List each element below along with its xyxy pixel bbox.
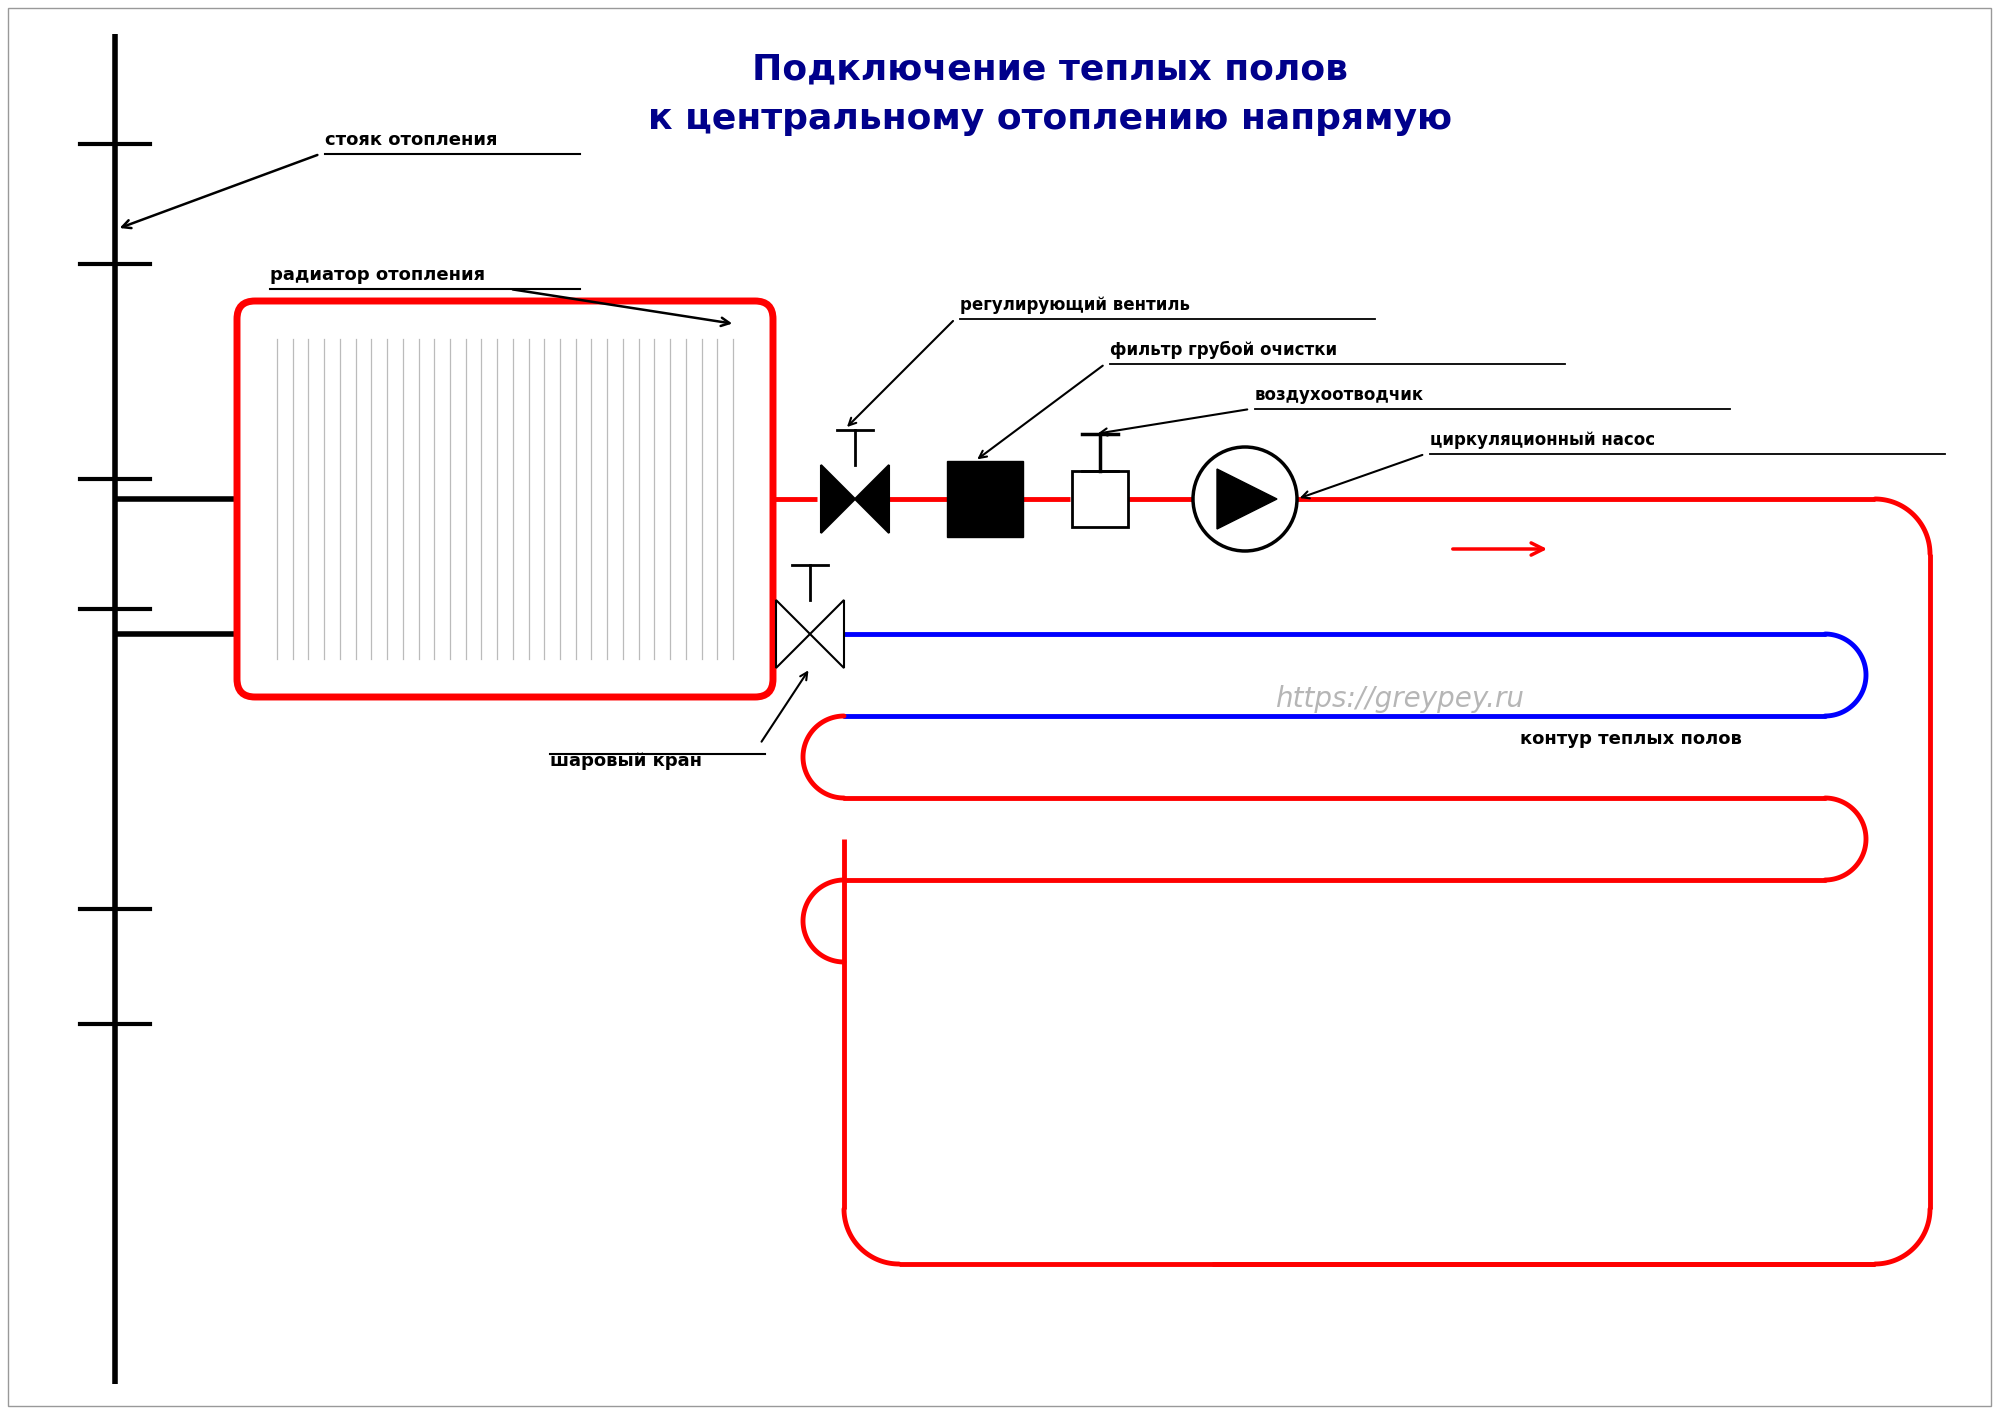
- Text: стояк отопления: стояк отопления: [326, 132, 498, 148]
- Text: воздухоотводчик: воздухоотводчик: [1255, 386, 1423, 404]
- Text: радиатор отопления: радиатор отопления: [270, 266, 486, 284]
- Text: шаровый кран: шаровый кран: [549, 752, 701, 771]
- Polygon shape: [855, 465, 889, 533]
- Circle shape: [1193, 447, 1297, 551]
- Polygon shape: [809, 600, 843, 667]
- Bar: [1071, 471, 1127, 527]
- Text: к центральному отоплению напрямую: к центральному отоплению напрямую: [647, 102, 1451, 136]
- Text: Подключение теплых полов: Подключение теплых полов: [751, 52, 1347, 86]
- Bar: [947, 461, 1023, 537]
- Text: регулирующий вентиль: регулирующий вентиль: [959, 296, 1189, 314]
- Text: циркуляционный насос: циркуляционный насос: [1429, 431, 1654, 450]
- Text: https://greypey.ru: https://greypey.ru: [1275, 684, 1524, 713]
- Polygon shape: [821, 465, 855, 533]
- Polygon shape: [775, 600, 809, 667]
- FancyBboxPatch shape: [238, 301, 773, 697]
- Text: фильтр грубой очистки: фильтр грубой очистки: [1109, 341, 1337, 359]
- Text: контур теплых полов: контур теплых полов: [1518, 730, 1740, 748]
- Polygon shape: [1217, 469, 1277, 529]
